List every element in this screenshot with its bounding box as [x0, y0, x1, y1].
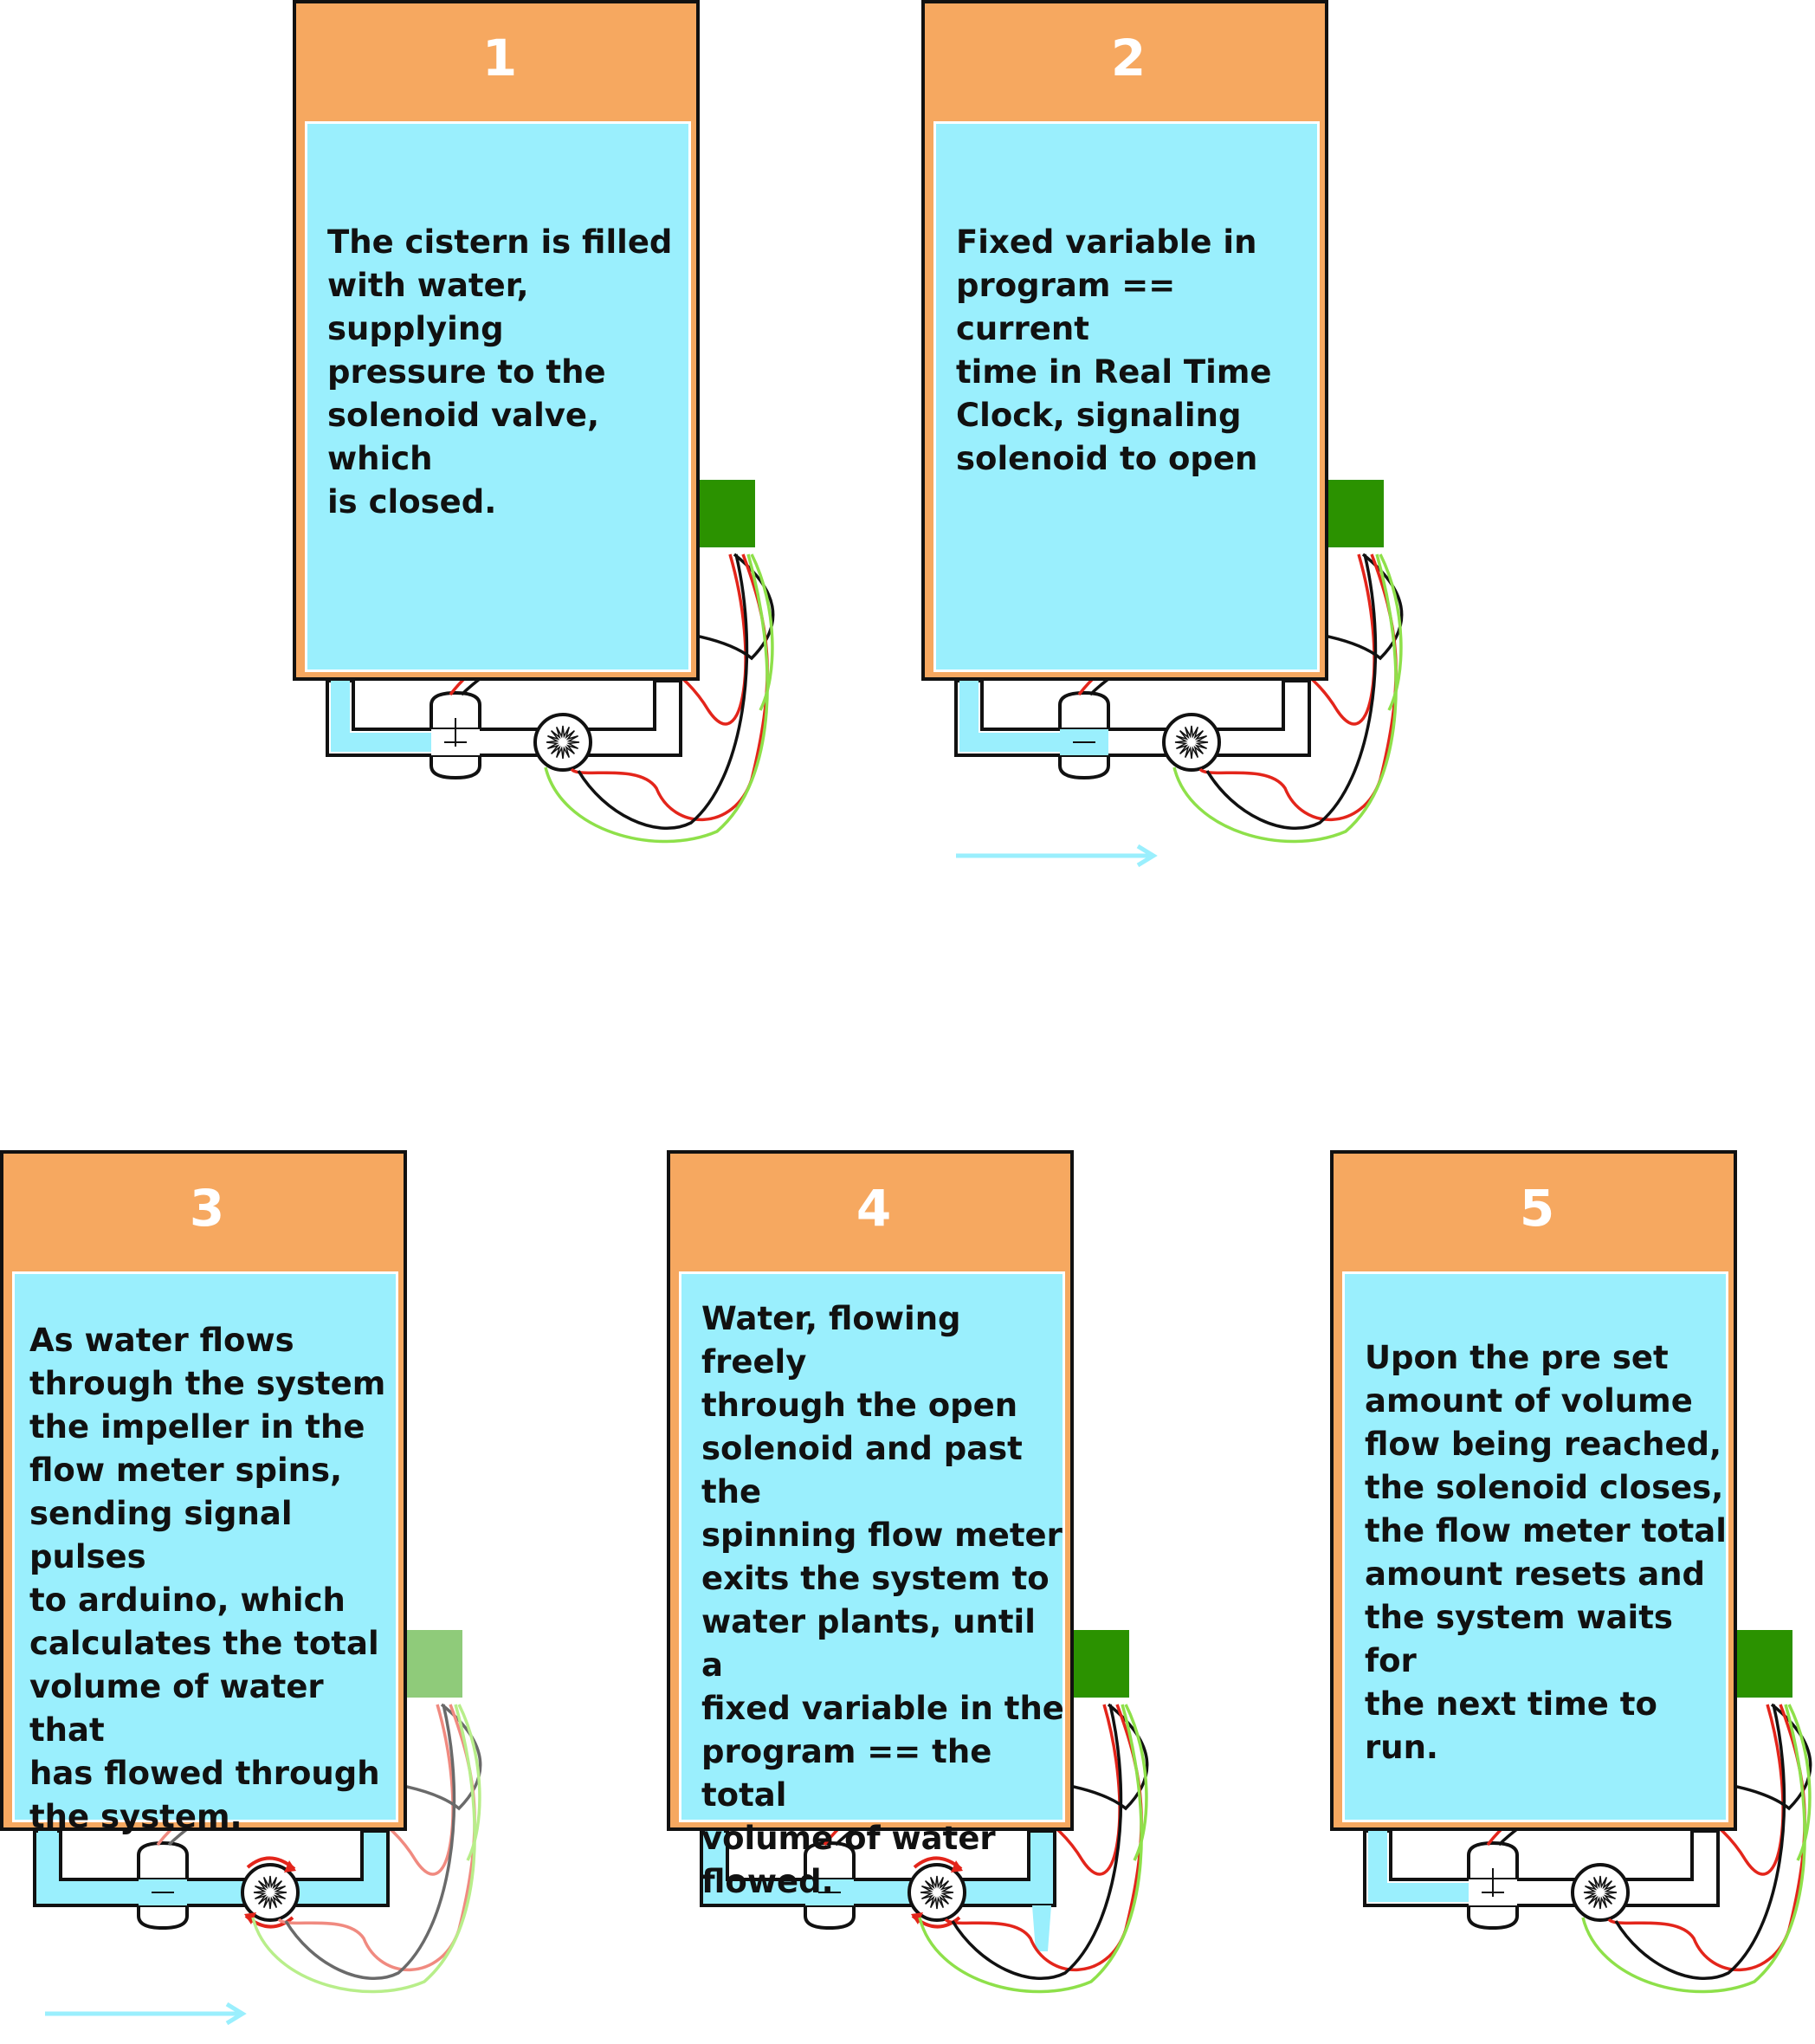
solenoid-valve — [1467, 1840, 1519, 1931]
spin-arrows — [244, 1856, 296, 1929]
flow-direction-arrow — [45, 2002, 247, 2026]
flow-meter — [1162, 713, 1221, 772]
step-description: Fixed variable in program == current tim… — [956, 223, 1272, 477]
step-description: Water, flowing freely through the open s… — [701, 1300, 1064, 1900]
cistern-tank: 5 — [1330, 1150, 1737, 1831]
cistern-water — [1342, 1271, 1728, 1822]
step-panel-1: 1 The cistern is filled with water, suppl… — [293, 0, 775, 844]
plumbing-drawing — [1363, 1630, 1812, 1994]
flow-direction-arrow — [956, 844, 1158, 868]
cistern-tank: 2 — [921, 0, 1328, 681]
solenoid-valve — [137, 1840, 189, 1931]
cistern-water — [933, 121, 1320, 672]
plumbing-drawing — [326, 480, 775, 844]
arduino-board — [1074, 1630, 1129, 1698]
plumbing-drawing — [954, 480, 1404, 844]
flow-meter — [1571, 1863, 1630, 1922]
step-number: 2 — [1110, 29, 1146, 87]
step-panel-5: 5 Upon the pre set amount of volume flow … — [1330, 1150, 1812, 1994]
step-panel-2: 2 Fixed variable in program == current ti… — [921, 0, 1404, 844]
cistern-water — [679, 1271, 1065, 1822]
step-number: 3 — [189, 1179, 225, 1238]
cistern-tank: 4 — [667, 1150, 1074, 1831]
cistern-water — [12, 1271, 398, 1822]
outflow-stream — [1032, 1905, 1051, 1951]
solenoid-valve — [804, 1840, 856, 1931]
step-number: 4 — [856, 1179, 892, 1238]
arduino-board — [407, 1630, 462, 1698]
pipe — [33, 1829, 390, 1907]
cistern-tank: 1 — [293, 0, 700, 681]
step-panel-3: 3 As water flows through the system the i… — [0, 1150, 482, 1994]
step-number: 1 — [481, 29, 518, 87]
spin-arrows — [911, 1856, 963, 1929]
flow-meter — [533, 713, 592, 772]
step-panel-4: 4 Water, flowing freely through the open … — [667, 1150, 1149, 1994]
wires — [156, 1703, 482, 1994]
cistern-water — [305, 121, 691, 672]
step-number: 5 — [1519, 1179, 1555, 1238]
solenoid-valve — [1058, 690, 1110, 780]
arduino-board — [1328, 480, 1384, 547]
plumbing-drawing — [33, 1630, 482, 1994]
step-description: The cistern is filled with water, supply… — [327, 223, 673, 521]
solenoid-valve — [430, 690, 481, 780]
step-description: Upon the pre set amount of volume flow b… — [1365, 1339, 1727, 1766]
step-description: As water flows through the system the im… — [29, 1322, 386, 1835]
cistern-tank: 3 — [0, 1150, 407, 1831]
flow-meter — [241, 1863, 300, 1922]
arduino-board — [1737, 1630, 1792, 1698]
flow-meter — [908, 1863, 966, 1922]
arduino-board — [700, 480, 755, 547]
